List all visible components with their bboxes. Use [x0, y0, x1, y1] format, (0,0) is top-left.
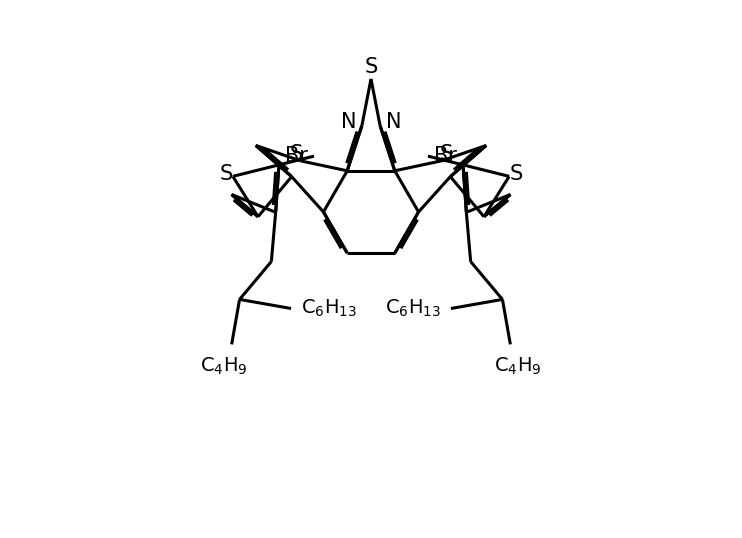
Text: N: N [386, 112, 401, 132]
Text: C$_6$H$_{13}$: C$_6$H$_{13}$ [301, 298, 357, 319]
Text: S: S [439, 144, 453, 164]
Text: Br: Br [286, 146, 309, 166]
Text: S: S [509, 165, 522, 185]
Text: C$_4$H$_9$: C$_4$H$_9$ [200, 356, 248, 377]
Text: N: N [341, 112, 356, 132]
Text: S: S [289, 144, 303, 164]
Text: S: S [364, 58, 378, 77]
Text: C$_6$H$_{13}$: C$_6$H$_{13}$ [385, 298, 441, 319]
Text: C$_4$H$_9$: C$_4$H$_9$ [494, 356, 542, 377]
Text: S: S [220, 165, 233, 185]
Text: Br: Br [433, 146, 456, 166]
